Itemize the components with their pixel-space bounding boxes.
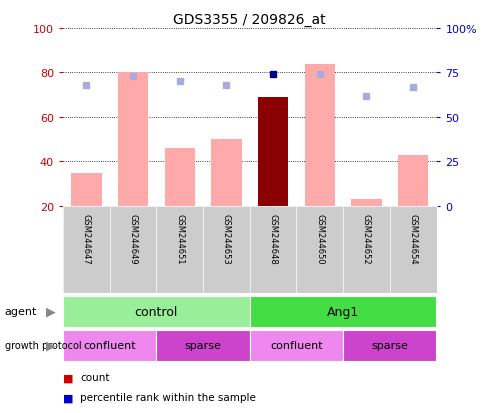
Text: ■: ■ [63, 392, 74, 402]
Bar [350, 200, 381, 206]
Text: ■: ■ [63, 412, 74, 413]
Text: ▶: ▶ [46, 305, 56, 318]
Bar [304, 64, 334, 206]
Text: agent: agent [5, 306, 37, 317]
Text: GSM244647: GSM244647 [82, 214, 91, 264]
Text: count: count [80, 373, 109, 382]
Text: GSM244649: GSM244649 [128, 214, 137, 264]
Text: GSM244651: GSM244651 [175, 214, 184, 264]
Text: growth protocol: growth protocol [5, 340, 81, 351]
Text: sparse: sparse [184, 340, 221, 351]
Text: value, Detection Call = ABSENT: value, Detection Call = ABSENT [80, 412, 245, 413]
Text: confluent: confluent [270, 340, 322, 351]
Text: GSM244653: GSM244653 [222, 214, 230, 264]
Bar [257, 98, 287, 206]
Text: Ang1: Ang1 [326, 305, 359, 318]
Bar [118, 74, 148, 206]
Bar [211, 140, 241, 206]
Text: control: control [135, 305, 178, 318]
Bar [397, 155, 427, 206]
Text: confluent: confluent [83, 340, 136, 351]
Text: sparse: sparse [371, 340, 408, 351]
Text: GSM244654: GSM244654 [408, 214, 417, 264]
Title: GDS3355 / 209826_at: GDS3355 / 209826_at [173, 12, 325, 26]
Text: ▶: ▶ [46, 339, 56, 352]
Text: ■: ■ [63, 373, 74, 382]
Bar [71, 173, 101, 206]
Bar [164, 149, 195, 206]
Text: GSM244648: GSM244648 [268, 214, 277, 264]
Text: GSM244650: GSM244650 [315, 214, 324, 264]
Text: GSM244652: GSM244652 [361, 214, 370, 264]
Text: percentile rank within the sample: percentile rank within the sample [80, 392, 256, 402]
